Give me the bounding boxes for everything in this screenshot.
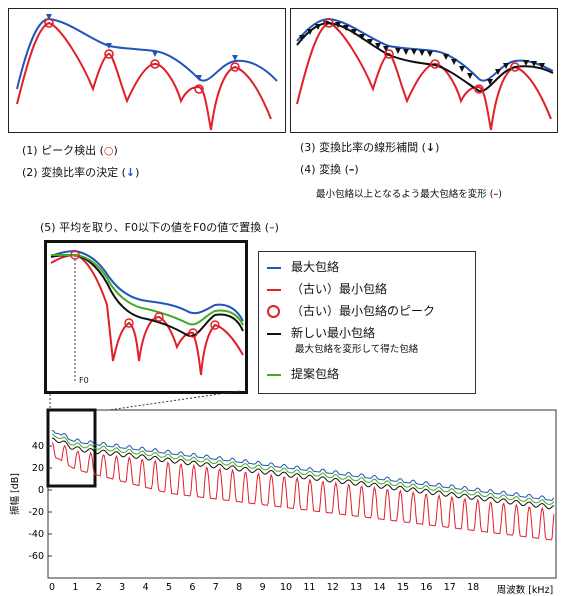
caption-step3: (3) 変換比率の線形補間 (↓) (300, 141, 440, 154)
max-envelope-curve (51, 430, 555, 501)
legend-item-peaks: （古い）最小包絡のピーク (267, 302, 435, 319)
legend-item-proposed: 提案包絡 (267, 365, 339, 382)
x-tick-label: 18 (467, 582, 479, 593)
legend-item-max: 最大包絡 (267, 258, 339, 275)
x-tick-label: 13 (350, 582, 362, 593)
min-envelope-curve (51, 442, 555, 541)
panel-peak-detection (8, 8, 286, 133)
spectrum-plot: 40 20 0 -20 -40 -60 0 1 2 3 4 5 6 7 8 9 10 11 12 13 14 15 16 1… (0, 404, 567, 596)
x-tick-label: 15 (397, 582, 409, 593)
x-tick-label: 7 (213, 582, 219, 593)
caption-step4: (4) 変換 (–) (300, 163, 359, 176)
y-tick-label: -60 (28, 551, 44, 562)
x-tick-label: 9 (260, 582, 266, 593)
x-tick-label: 11 (303, 582, 315, 593)
y-tick-label: 0 (38, 485, 44, 496)
y-tick-label: -20 (28, 507, 44, 518)
x-tick-label: 6 (189, 582, 195, 593)
caption-step1: (1) ピーク検出 (○) (22, 144, 118, 157)
x-tick-label: 8 (236, 582, 242, 593)
x-tick-label: 12 (327, 582, 339, 593)
inset-f0-label: F0 (79, 376, 89, 385)
proposed-envelope-curve (51, 433, 555, 505)
caption-step4-sub: 最小包絡以上となるよう最大包絡を変形 (–) (316, 189, 502, 200)
x-tick-label: 2 (96, 582, 102, 593)
panel-interpolation (290, 8, 558, 133)
x-tick-label: 1 (72, 582, 78, 593)
caption-step2: (2) 変換比率の決定 (↓) (22, 166, 140, 179)
y-tick-label: 20 (32, 463, 44, 474)
panel-average-inset: F0 (44, 240, 248, 394)
x-tick-label: 10 (280, 582, 292, 593)
caption-step5: (5) 平均を取り、F0以下の値をF0の値で置換 (–) (40, 221, 279, 234)
legend: 最大包絡 （古い）最小包絡 （古い）最小包絡のピーク 新しい最小包絡 最大包絡を… (258, 251, 476, 394)
y-tick-label: -40 (28, 529, 44, 540)
legend-item-min: （古い）最小包絡 (267, 280, 387, 297)
x-tick-label: 0 (49, 582, 55, 593)
x-axis-label: 周波数 [kHz] (497, 584, 554, 596)
y-axis-label: 振幅 [dB] (9, 473, 21, 515)
x-tick-label: 3 (119, 582, 125, 593)
y-tick-label: 40 (32, 441, 44, 452)
x-tick-label: 5 (166, 582, 172, 593)
x-tick-label: 14 (374, 582, 386, 593)
legend-item-new-min-sub: 最大包絡を変形して得た包絡 (295, 344, 419, 355)
legend-item-new-min: 新しい最小包絡 (267, 324, 375, 341)
x-tick-label: 17 (444, 582, 456, 593)
x-tick-label: 4 (143, 582, 149, 593)
x-tick-label: 16 (420, 582, 432, 593)
new-min-envelope-curve (52, 437, 555, 510)
